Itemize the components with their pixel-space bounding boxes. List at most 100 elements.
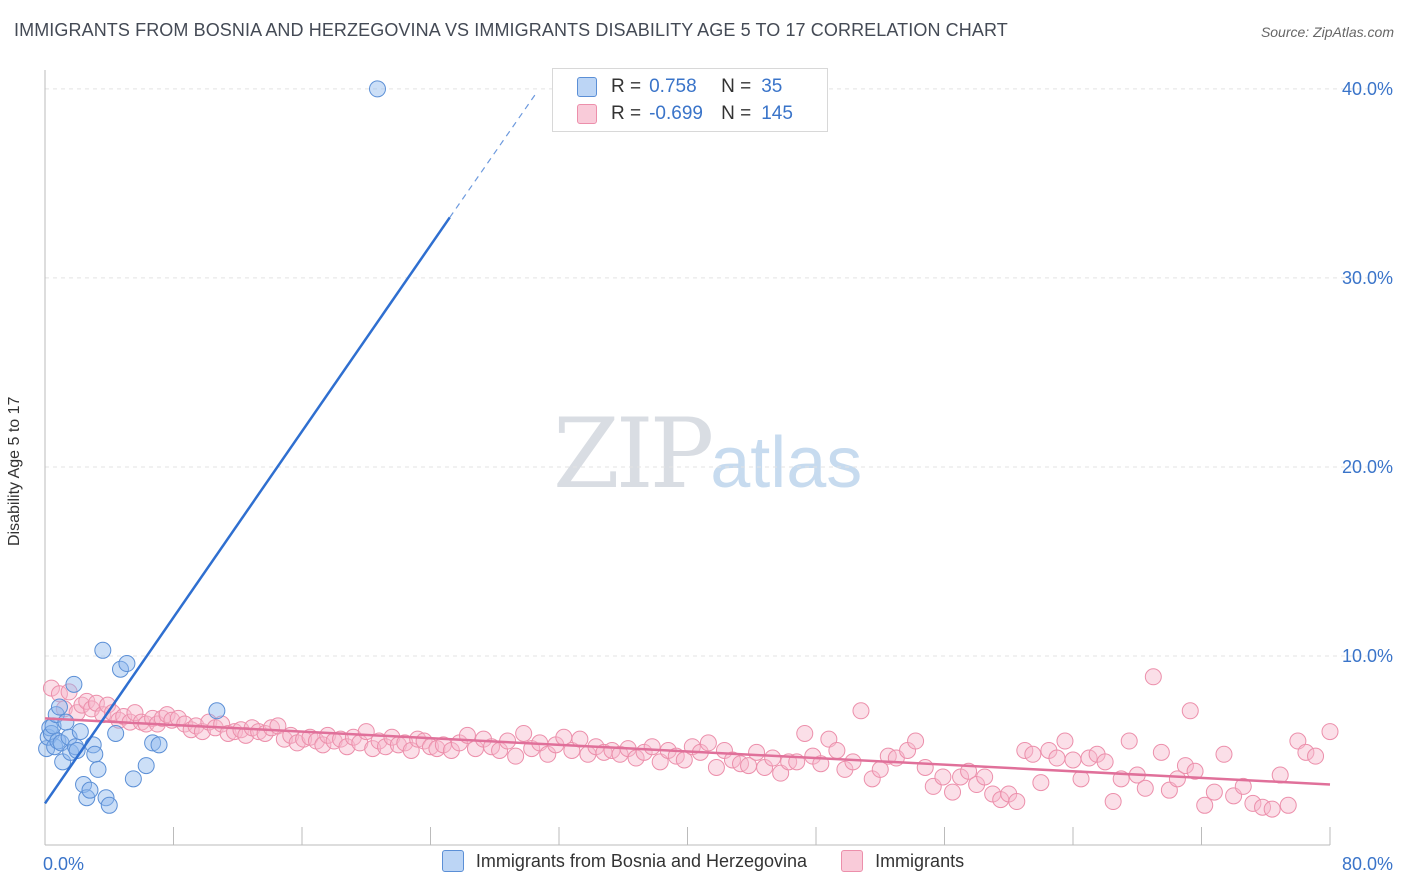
point-immigrants [1234, 777, 1252, 795]
point-immigrants [1279, 796, 1297, 814]
legend-swatch-blue [441, 850, 464, 872]
legend-row-bosnia: R = 0.758 N = 35 [577, 75, 782, 99]
point-immigrants [1196, 796, 1214, 814]
watermark-zip: ZIP [553, 398, 714, 510]
legend-swatch-blue [577, 77, 597, 97]
point-bosnia [208, 702, 226, 720]
legend-r-label: R = [611, 76, 642, 97]
point-bosnia [118, 655, 136, 673]
point-bosnia [49, 732, 67, 750]
point-immigrants [83, 700, 101, 718]
trendline-bosnia [43, 216, 451, 805]
trendline-bosnia-extension [449, 92, 538, 218]
point-immigrants [370, 732, 388, 750]
point-immigrants [699, 734, 717, 752]
legend-swatch-pink [577, 104, 597, 124]
point-immigrants [1321, 723, 1339, 741]
point-immigrants [126, 704, 144, 722]
point-bosnia [71, 723, 89, 741]
point-bosnia [124, 770, 142, 788]
legend-item-immigrants[interactable]: Immigrants [841, 850, 964, 872]
point-immigrants [338, 738, 356, 756]
point-immigrants [916, 759, 934, 776]
point-bosnia [368, 80, 386, 98]
point-immigrants [314, 736, 332, 754]
legend-n-label: N = [721, 76, 752, 97]
point-bosnia [94, 641, 112, 659]
point-immigrants [1186, 762, 1204, 780]
legend-n-value: 145 [761, 103, 793, 124]
point-bosnia [65, 675, 83, 693]
point-bosnia [60, 728, 78, 746]
x-tick-label: 0.0% [43, 854, 84, 874]
y-tick-label: 40.0% [1342, 79, 1393, 99]
trendline-immigrants [44, 717, 1331, 786]
point-immigrants [377, 738, 395, 756]
point-immigrants [319, 726, 337, 744]
y-tick-label: 20.0% [1342, 457, 1393, 477]
point-bosnia [100, 796, 118, 814]
point-immigrants [1168, 770, 1186, 788]
point-bosnia [86, 745, 104, 763]
point-immigrants [515, 724, 533, 742]
point-immigrants [1064, 751, 1082, 769]
point-immigrants [1056, 732, 1074, 750]
point-immigrants [944, 783, 962, 801]
point-immigrants [643, 738, 661, 756]
point-immigrants [1297, 743, 1315, 761]
point-immigrants [1120, 732, 1138, 750]
point-bosnia [89, 760, 107, 778]
point-immigrants [1181, 702, 1199, 720]
legend-item-label: Immigrants [875, 850, 965, 871]
point-immigrants [934, 768, 952, 786]
source-label: Source: ZipAtlas.com [1260, 24, 1394, 40]
point-immigrants [796, 724, 814, 742]
point-immigrants [1104, 793, 1122, 811]
point-immigrants [723, 751, 741, 769]
point-bosnia [144, 734, 162, 752]
point-immigrants [1008, 793, 1026, 811]
point-bosnia [75, 776, 93, 794]
legend-swatch-pink [841, 850, 864, 872]
legend-n-value: 35 [761, 76, 783, 97]
point-immigrants [1048, 749, 1066, 767]
point-immigrants [1215, 745, 1233, 763]
point-immigrants [262, 719, 280, 737]
point-bosnia [50, 698, 68, 716]
watermark-atlas: atlas [710, 423, 863, 503]
legend-item-label: Immigrants from Bosnia and Herzegovina [475, 850, 808, 871]
point-immigrants [250, 723, 268, 741]
legend-row-immigrants: R = -0.699 N = 145 [577, 102, 793, 126]
y-axis-label: Disability Age 5 to 17 [6, 396, 23, 546]
point-immigrants [844, 753, 862, 771]
point-immigrants [764, 749, 782, 767]
legend-item-bosnia[interactable]: Immigrants from Bosnia and Herzegovina [441, 850, 808, 872]
point-bosnia [57, 713, 75, 731]
point-immigrants [1096, 753, 1114, 771]
x-tick-label: 80.0% [1342, 854, 1393, 874]
point-bosnia [81, 781, 99, 799]
legend-r-value: -0.699 [649, 103, 703, 124]
point-immigrants [115, 707, 133, 725]
point-immigrants [852, 702, 870, 720]
point-immigrants [748, 743, 766, 761]
point-immigrants [1136, 779, 1154, 797]
correlation-legend: R = 0.758 N = 35 R = -0.699 N = 145 [552, 68, 828, 132]
legend-r-label: R = [611, 103, 642, 124]
point-bosnia [137, 757, 155, 775]
point-immigrants [1072, 770, 1090, 788]
point-immigrants [144, 709, 162, 727]
point-immigrants [1144, 668, 1162, 686]
point-bosnia [62, 743, 80, 761]
point-bosnia [107, 724, 125, 742]
point-immigrants [1205, 783, 1223, 801]
point-bosnia [150, 736, 168, 754]
point-immigrants [1016, 741, 1034, 759]
point-immigrants [1244, 794, 1262, 812]
point-immigrants [158, 706, 176, 724]
legend-n-label: N = [721, 103, 752, 124]
point-immigrants [907, 732, 925, 750]
point-immigrants [507, 747, 525, 765]
chart-title: IMMIGRANTS FROM BOSNIA AND HERZEGOVINA V… [14, 20, 1008, 40]
